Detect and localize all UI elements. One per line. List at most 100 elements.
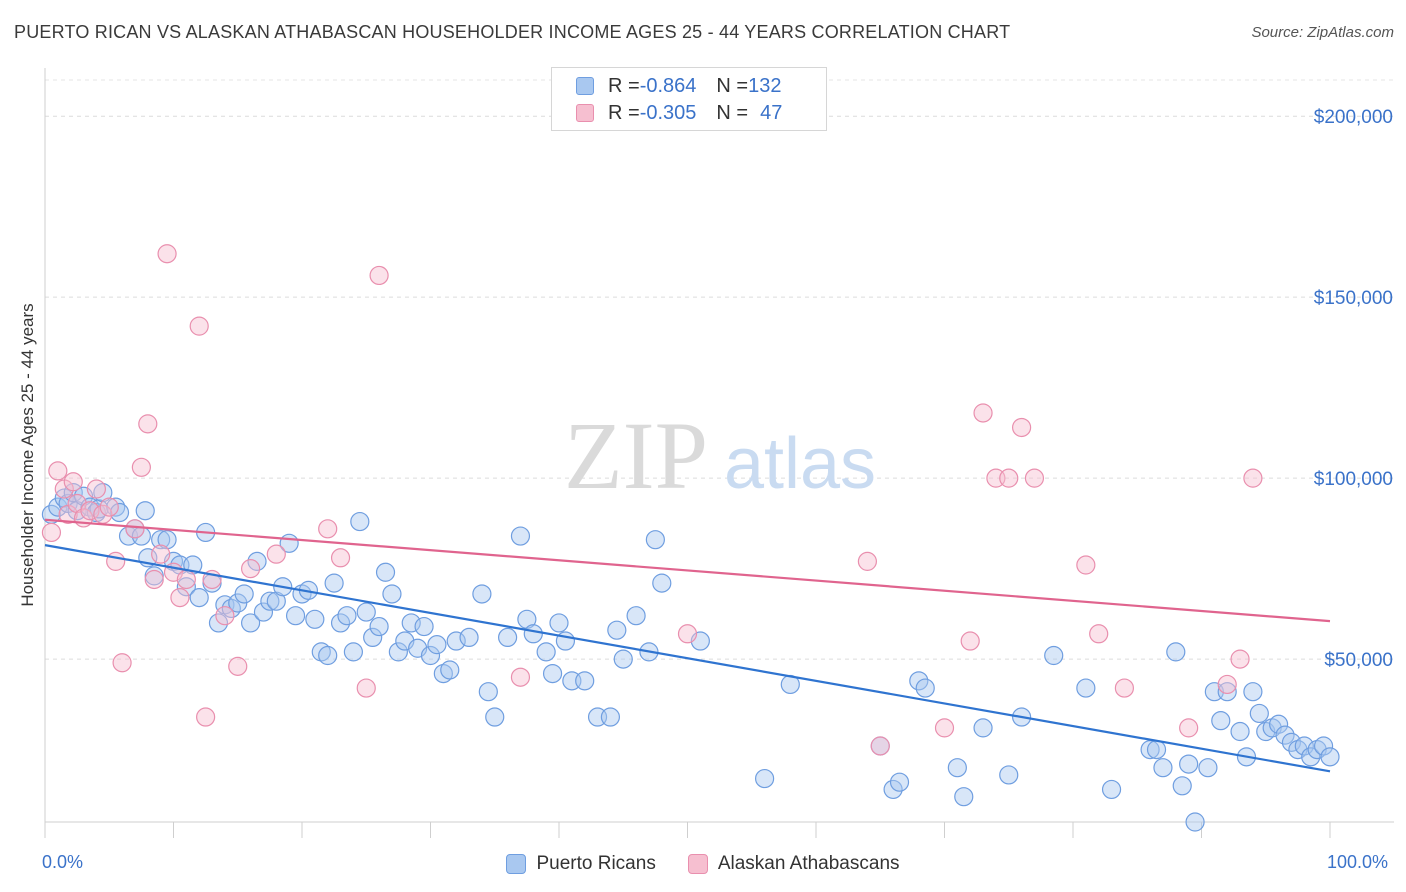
point-alaskan-athabascan <box>170 587 190 608</box>
point-alaskan-athabascan <box>80 501 100 521</box>
point-alaskan-athabascan <box>157 244 177 264</box>
point-puerto-rican <box>607 620 627 640</box>
watermark: ZIP atlas <box>564 402 876 509</box>
point-alaskan-athabascan <box>106 551 126 571</box>
point-alaskan-athabascan <box>1076 555 1096 575</box>
point-puerto-rican <box>1281 732 1302 752</box>
point-puerto-rican <box>375 562 396 582</box>
point-alaskan-athabascan <box>151 544 171 564</box>
r-label: R = <box>608 74 640 97</box>
y-tick-label: $100,000 <box>1314 469 1393 490</box>
point-puerto-rican <box>575 671 595 691</box>
axes <box>44 68 1394 838</box>
point-alaskan-athabascan <box>857 551 878 571</box>
point-puerto-rican <box>1249 703 1269 724</box>
point-puerto-rican <box>1313 736 1334 756</box>
data-points <box>41 244 1340 832</box>
point-puerto-rican <box>356 602 376 622</box>
point-puerto-rican <box>414 616 434 637</box>
chart-source: Source: ZipAtlas.com <box>1251 24 1394 41</box>
point-alaskan-athabascan <box>973 403 993 423</box>
point-puerto-rican <box>1185 812 1205 832</box>
point-puerto-rican <box>420 645 441 666</box>
point-puerto-rican <box>549 613 569 633</box>
blue-swatch <box>506 854 527 874</box>
r-value: -0.864 <box>639 74 697 97</box>
point-puerto-rican <box>613 649 633 669</box>
point-alaskan-athabascan <box>318 519 338 539</box>
point-puerto-rican <box>305 609 325 629</box>
n-value: 132 <box>748 74 782 97</box>
point-puerto-rican <box>324 573 344 593</box>
point-alaskan-athabascan <box>1089 624 1109 644</box>
r-label: R = <box>608 101 640 124</box>
point-alaskan-athabascan <box>934 718 955 738</box>
point-puerto-rican <box>954 787 974 807</box>
point-puerto-rican <box>401 613 421 633</box>
point-alaskan-athabascan <box>86 479 107 499</box>
legend-label: Puerto Ricans <box>536 853 656 874</box>
point-puerto-rican <box>973 718 993 738</box>
point-alaskan-athabascan <box>1024 468 1045 488</box>
chart-title: PUERTO RICAN VS ALASKAN ATHABASCAN HOUSE… <box>14 22 1011 42</box>
point-puerto-rican <box>109 502 130 523</box>
point-puerto-rican <box>510 526 531 546</box>
point-puerto-rican <box>1243 682 1263 702</box>
n-label: N = <box>716 101 749 124</box>
x-tick-label-right: 100.0% <box>1327 852 1389 872</box>
point-puerto-rican <box>318 645 338 666</box>
point-puerto-rican <box>337 606 357 626</box>
point-puerto-rican <box>427 635 447 655</box>
point-alaskan-athabascan <box>369 265 389 286</box>
point-puerto-rican <box>382 584 402 604</box>
point-puerto-rican <box>234 584 254 604</box>
point-puerto-rican <box>472 584 492 604</box>
pink-swatch <box>687 854 708 874</box>
point-puerto-rican <box>388 642 408 662</box>
point-puerto-rican <box>1230 721 1250 742</box>
n-label: N = <box>716 74 749 97</box>
stats-legend: R = -0.864 N = 132 R = -0.305 N = 47 <box>551 67 827 131</box>
point-puerto-rican <box>151 530 171 550</box>
legend-label: Alaskan Athabascans <box>717 853 900 874</box>
watermark-zip: ZIP <box>564 402 708 509</box>
point-puerto-rican <box>285 606 306 626</box>
point-puerto-rican <box>350 511 370 532</box>
point-puerto-rican <box>600 707 621 727</box>
point-puerto-rican <box>189 587 209 608</box>
point-puerto-rican <box>311 642 331 662</box>
point-puerto-rican <box>536 642 556 662</box>
point-alaskan-athabascan <box>241 559 261 579</box>
point-puerto-rican <box>1294 736 1314 756</box>
point-alaskan-athabascan <box>870 736 890 756</box>
point-alaskan-athabascan <box>356 678 376 698</box>
point-puerto-rican <box>915 678 935 698</box>
point-puerto-rican <box>1198 758 1218 778</box>
point-puerto-rican <box>253 602 274 622</box>
point-alaskan-athabascan <box>48 461 68 481</box>
point-alaskan-athabascan <box>1179 718 1199 738</box>
point-puerto-rican <box>626 606 646 626</box>
point-puerto-rican <box>330 613 351 633</box>
legend-item-alaskan-athabascans[interactable]: Alaskan Athabascans <box>687 853 900 875</box>
point-alaskan-athabascan <box>189 316 209 336</box>
legend-item-puerto-ricans[interactable]: Puerto Ricans <box>506 853 656 875</box>
point-puerto-rican <box>247 551 267 571</box>
point-puerto-rican <box>1301 747 1321 767</box>
point-alaskan-athabascan <box>112 653 132 673</box>
point-puerto-rican <box>485 707 505 727</box>
point-puerto-rican <box>86 502 107 523</box>
watermark-atlas: atlas <box>724 424 876 504</box>
y-axis-label: Householder Income Ages 25 - 44 years <box>18 303 37 607</box>
point-puerto-rican <box>999 765 1019 785</box>
point-puerto-rican <box>369 616 389 637</box>
point-puerto-rican <box>645 530 665 550</box>
point-puerto-rican <box>176 577 196 597</box>
point-alaskan-athabascan <box>99 497 119 517</box>
point-puerto-rican <box>343 642 363 662</box>
point-puerto-rican <box>523 624 543 644</box>
point-puerto-rican <box>363 627 383 648</box>
point-puerto-rican <box>1217 682 1237 702</box>
point-alaskan-athabascan <box>176 569 196 590</box>
